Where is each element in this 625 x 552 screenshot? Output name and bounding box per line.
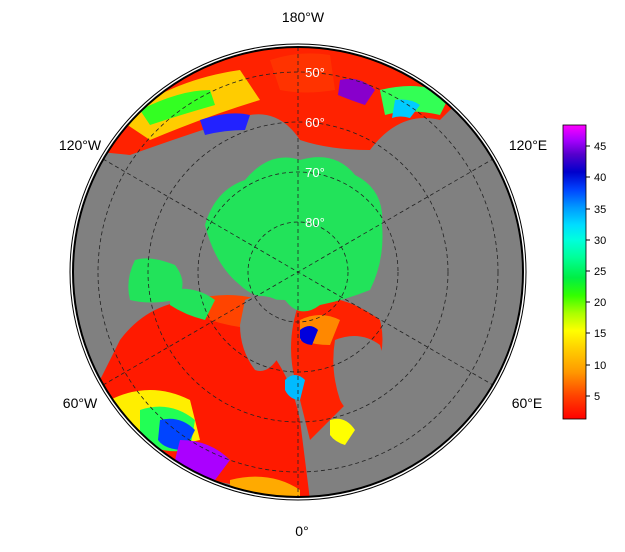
lat-label-70: 70°	[305, 165, 325, 180]
colorbar-tick-20: 20	[594, 297, 606, 309]
greenland-landmass	[240, 296, 287, 371]
lon-label-0: 0°	[295, 523, 308, 539]
map-disc	[73, 47, 523, 497]
colorbar-tick-5: 5	[594, 391, 600, 403]
colorbar-tick-35: 35	[594, 204, 606, 216]
lon-label-120e: 120°E	[509, 137, 547, 153]
colorbar-tick-40: 40	[594, 172, 606, 184]
colorbar-tick-30: 30	[594, 235, 606, 247]
lon-label-60e: 60°E	[512, 395, 543, 411]
colorbar-tick-45: 45	[594, 141, 606, 153]
scandinavia-landmass	[333, 336, 384, 414]
ice-extension-baffin	[128, 258, 183, 303]
colorbar-tick-10: 10	[594, 360, 606, 372]
ice-extension-hudson	[170, 288, 215, 320]
lat-label-80: 80°	[305, 215, 325, 230]
arctic-ice-region	[205, 157, 383, 312]
lon-label-180w: 180°W	[282, 9, 325, 25]
graticule	[97, 47, 499, 497]
lon-label-120w: 120°W	[59, 137, 102, 153]
lat-label-60: 60°	[305, 115, 325, 130]
lon-label-60w: 60°W	[63, 395, 98, 411]
colorbar-tick-25: 25	[594, 266, 606, 278]
map-boundary	[72, 46, 524, 498]
colorbar-tick-15: 15	[594, 328, 606, 340]
colorbar-gradient	[562, 124, 587, 420]
lat-label-50: 50°	[305, 65, 325, 80]
colorbar: 45 40 35 30 25 20 15 10 5	[562, 124, 606, 420]
